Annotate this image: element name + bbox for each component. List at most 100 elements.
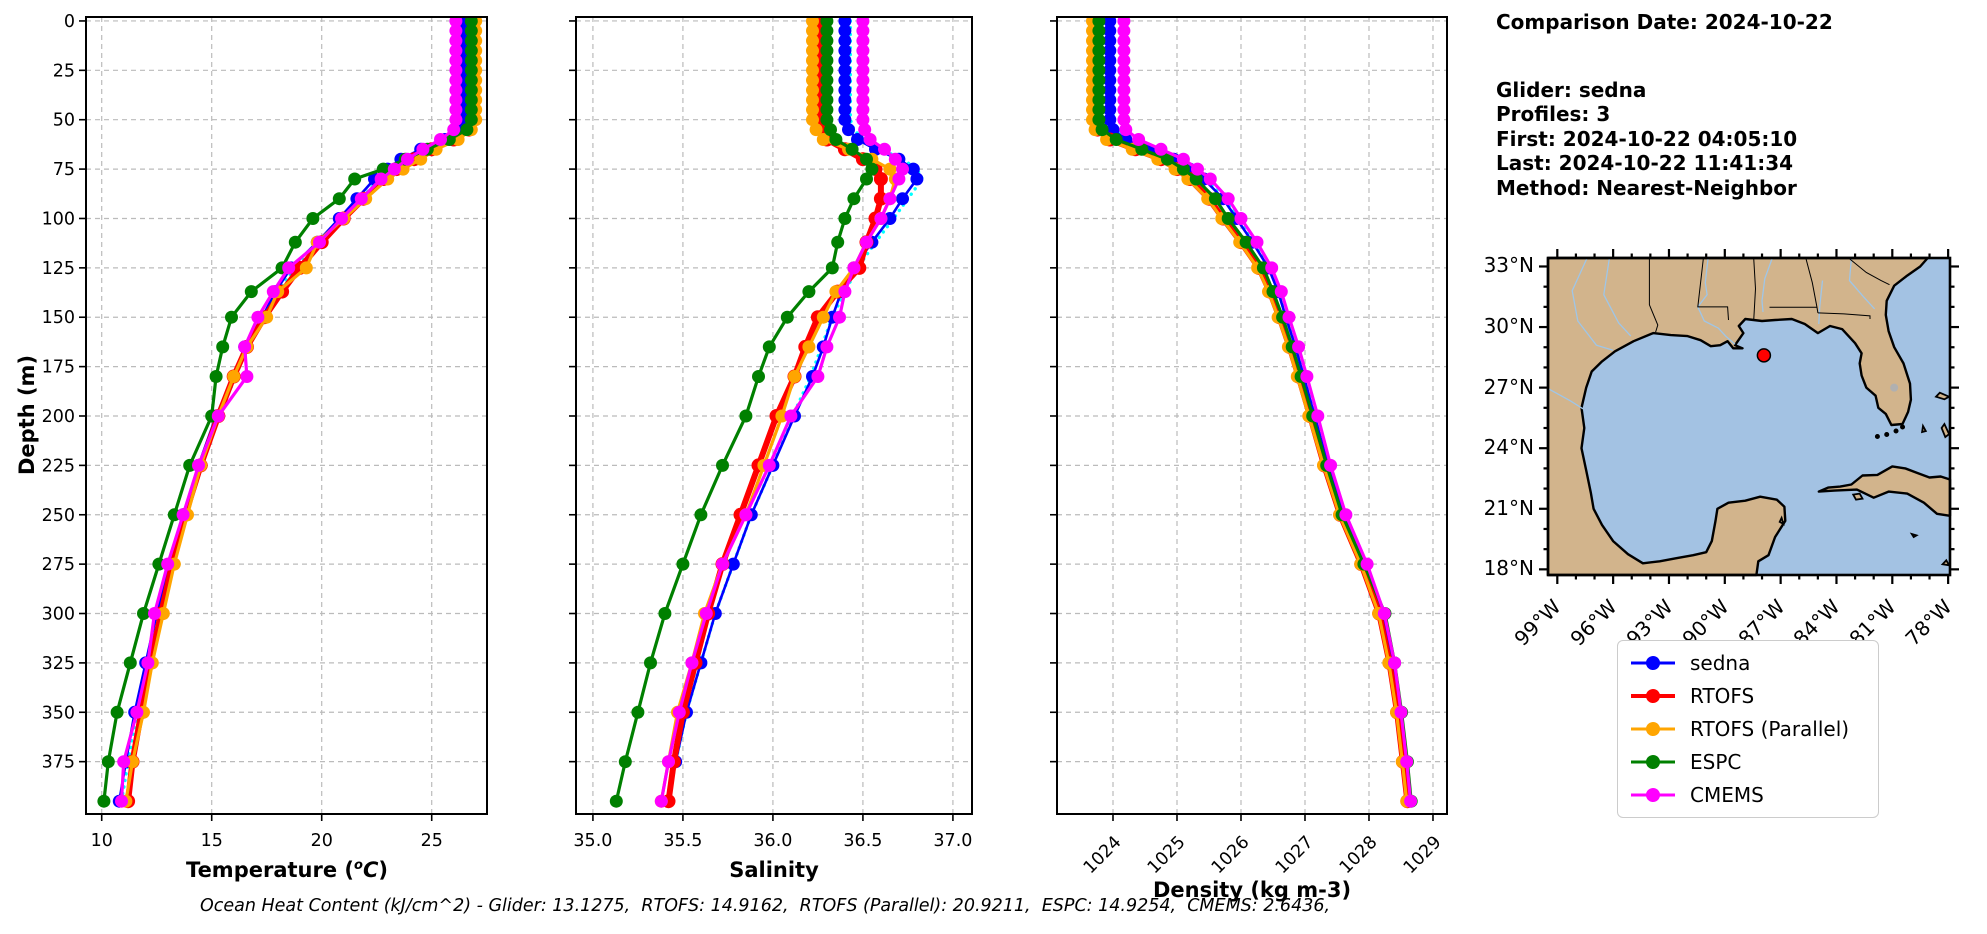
markers-espc	[1092, 17, 1418, 808]
map-land-cuba	[1817, 465, 1952, 517]
markers-espc	[97, 17, 478, 808]
x-tick-label: 1027	[1272, 832, 1318, 878]
x-tick-label: 36.5	[843, 831, 882, 851]
legend-item-sedna: sedna	[1630, 651, 1866, 675]
lat-tick-label: 30°N	[1483, 314, 1534, 339]
profiles-count-text: Profiles: 3	[1496, 102, 1611, 126]
legend-label: CMEMS	[1690, 782, 1764, 807]
gulf-of-mexico-map	[1539, 249, 1959, 584]
y-tick-label: 325	[42, 654, 75, 674]
axis-ticks: 10 15 20 2502550751001251501752002252502753…	[42, 12, 443, 851]
map-islands	[1778, 391, 1952, 567]
markers-rtofs-parallel-	[1086, 17, 1414, 808]
axis-ticks: 35.0 35.5 36.0 36.5 37.0	[569, 20, 972, 851]
density-axis-label: Density (kg m-3)	[1152, 878, 1352, 902]
first-profile-time-text: First: 2024-10-22 04:05:10	[1496, 126, 1798, 151]
x-tick-label: 37.0	[933, 831, 972, 851]
series-espc	[1097, 21, 1413, 802]
panel-1: 35.0 35.5 36.0 36.5 37.0	[569, 16, 973, 851]
y-tick-label: 125	[42, 259, 75, 279]
glider-location-marker	[1756, 348, 1772, 363]
series-glider-raw-	[119, 19, 465, 803]
last-profile-time-text: Last: 2024-10-22 11:41:34	[1496, 151, 1794, 175]
glider-name-text: Glider: sedna	[1496, 77, 1647, 102]
x-tick-label: 1029	[1400, 832, 1446, 878]
ocean-heat-content-caption: Ocean Heat Content (kJ/cm^2) - Glider: 1…	[199, 896, 1331, 916]
x-tick-label: 1028	[1336, 832, 1382, 878]
x-tick-label: 35.5	[663, 831, 702, 851]
degree-superscript: o	[354, 858, 363, 873]
y-tick-label: 250	[42, 506, 75, 526]
series-cmems	[1122, 21, 1413, 802]
y-tick-label: 100	[42, 209, 75, 229]
x-tick-label: 15	[201, 831, 223, 851]
depth-axis-label: Depth (m)	[15, 354, 39, 476]
series-group	[97, 17, 483, 809]
legend-box: sedna RTOFS RTOFS (Parallel) ESPC CMEMS	[1617, 640, 1879, 818]
temperature-axis-label-text: Temperature (	[186, 858, 354, 882]
y-tick-label: 0	[64, 12, 75, 32]
series-group	[1086, 17, 1418, 809]
x-tick-label: 1025	[1144, 832, 1190, 878]
legend-item-rtofs: RTOFS	[1630, 684, 1866, 708]
map-frame	[1546, 256, 1952, 577]
series-cmems	[119, 21, 458, 802]
series-sedna	[118, 21, 467, 802]
markers-cmems	[654, 17, 909, 808]
y-tick-label: 150	[42, 308, 75, 328]
temperature-axis-label-close: )	[378, 858, 388, 882]
series-glider-raw-	[1111, 19, 1412, 803]
lat-tick-label: 18°N	[1483, 556, 1534, 581]
markers-sedna	[112, 17, 472, 808]
series-group	[609, 17, 925, 809]
legend-line-sample	[1631, 787, 1675, 802]
legend-line-sample	[1631, 656, 1675, 671]
panel-2: 1024 1025 1026 1027 1028 1029	[1050, 16, 1448, 878]
y-tick-label: 50	[53, 111, 75, 131]
legend-item-espc: ESPC	[1630, 750, 1866, 774]
map-ticks	[1539, 249, 1959, 584]
info-panel: Comparison Date: 2024-10-22 Glider: sedn…	[1496, 10, 1833, 200]
x-tick-label: 20	[311, 831, 333, 851]
legend-label: RTOFS	[1690, 684, 1755, 709]
series-glider-raw-	[666, 19, 925, 803]
map-rivers	[1547, 257, 1876, 410]
axis-ticks: 1024 1025 1026 1027 1028 1029	[1050, 20, 1446, 878]
x-tick-label: 35.0	[573, 831, 612, 851]
y-tick-label: 350	[42, 703, 75, 723]
x-tick-label: 36.0	[753, 831, 792, 851]
method-text: Method: Nearest-Neighbor	[1496, 175, 1797, 200]
markers-rtofs	[1088, 17, 1415, 809]
y-tick-label: 375	[42, 753, 75, 773]
celsius-symbol: C	[362, 858, 379, 882]
y-tick-label: 300	[42, 605, 75, 625]
legend-label: RTOFS (Parallel)	[1690, 716, 1850, 741]
lat-tick-label: 21°N	[1483, 495, 1534, 520]
markers-rtofs-parallel-	[119, 17, 483, 808]
series-rtofs-parallel-	[124, 21, 478, 802]
lat-tick-label: 27°N	[1483, 374, 1534, 399]
map-state-borders	[1648, 257, 1890, 333]
legend-label: ESPC	[1690, 749, 1742, 774]
y-tick-label: 25	[53, 61, 75, 81]
lake-okeechobee	[1890, 383, 1899, 392]
x-tick-label: 1024	[1080, 832, 1126, 878]
y-tick-label: 225	[42, 456, 75, 476]
markers-espc	[609, 17, 879, 808]
series-sedna	[1108, 21, 1410, 802]
y-tick-label: 175	[42, 358, 75, 378]
legend-line-sample	[1631, 721, 1675, 736]
markers-rtofs	[121, 17, 481, 809]
x-tick-label: 1026	[1208, 832, 1254, 878]
lat-tick-label: 33°N	[1483, 253, 1534, 278]
legend-line-sample	[1631, 754, 1675, 769]
legend-line-sample	[1631, 689, 1675, 704]
map-land-mainland	[1546, 256, 1929, 577]
salinity-axis-label: Salinity	[729, 858, 819, 882]
legend-label: sedna	[1690, 651, 1751, 676]
y-tick-label: 275	[42, 555, 75, 575]
markers-cmems	[1117, 17, 1418, 808]
y-tick-label: 200	[42, 407, 75, 427]
